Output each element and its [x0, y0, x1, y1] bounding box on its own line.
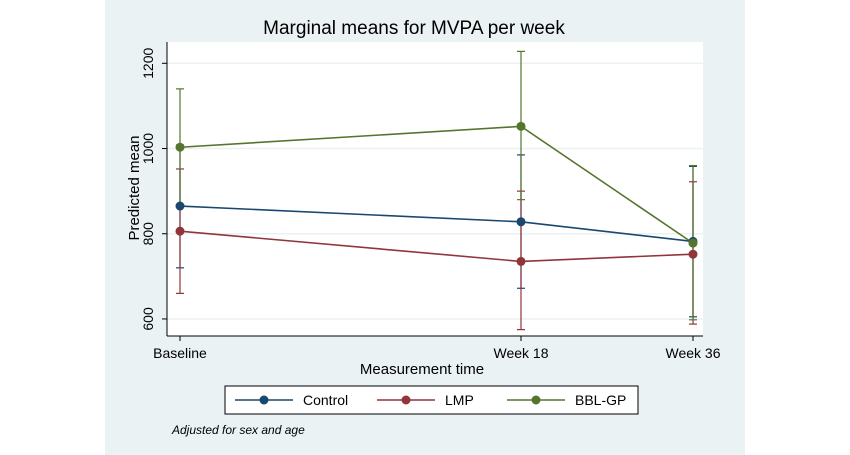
chart: 600 800 1000 1200 Baseline Week 18 Week 36 Mar…: [126, 18, 721, 437]
x-axis-label: Measurement time: [360, 361, 484, 378]
plot-area-background: [167, 42, 703, 336]
plot-area: [167, 42, 703, 336]
y-axis-label: Predicted mean: [126, 135, 143, 240]
point-bbl-gp-1: [516, 121, 526, 131]
legend-marker-bbl-gp: [531, 395, 541, 405]
figure-background: 600 800 1000 1200 Baseline Week 18 Week 36 Mar…: [105, 0, 745, 455]
grid: [167, 62, 703, 320]
tick-labels: 600 800 1000 1200 Baseline Week 18 Week 36: [140, 48, 721, 361]
legend-label-lmp: LMP: [445, 392, 474, 408]
y-tick-label-0: 600: [140, 307, 156, 331]
x-tick-label-2: Week 36: [666, 345, 721, 361]
legend-label-control: Control: [303, 392, 348, 408]
axes: [162, 42, 703, 341]
point-lmp-2: [688, 249, 698, 259]
legend-marker-control: [259, 395, 269, 405]
legend: Control LMP BBL-GP: [224, 385, 639, 415]
legend-marker-lmp: [401, 395, 411, 405]
point-bbl-gp-0: [175, 142, 185, 152]
point-lmp-0: [175, 226, 185, 236]
footnote: Adjusted for sex and age: [171, 423, 305, 437]
y-tick-label-2: 1000: [140, 133, 156, 164]
point-bbl-gp-2: [688, 238, 698, 248]
x-tick-label-1: Week 18: [494, 345, 549, 361]
y-tick-label-1: 800: [140, 222, 156, 246]
point-control-1: [516, 217, 526, 227]
x-tick-label-0: Baseline: [153, 345, 207, 361]
y-tick-label-3: 1200: [140, 48, 156, 79]
legend-label-bbl-gp: BBL-GP: [575, 392, 626, 408]
point-lmp-1: [516, 256, 526, 266]
chart-title: Marginal means for MVPA per week: [263, 18, 565, 39]
series-points: [175, 121, 698, 266]
point-control-0: [175, 201, 185, 211]
